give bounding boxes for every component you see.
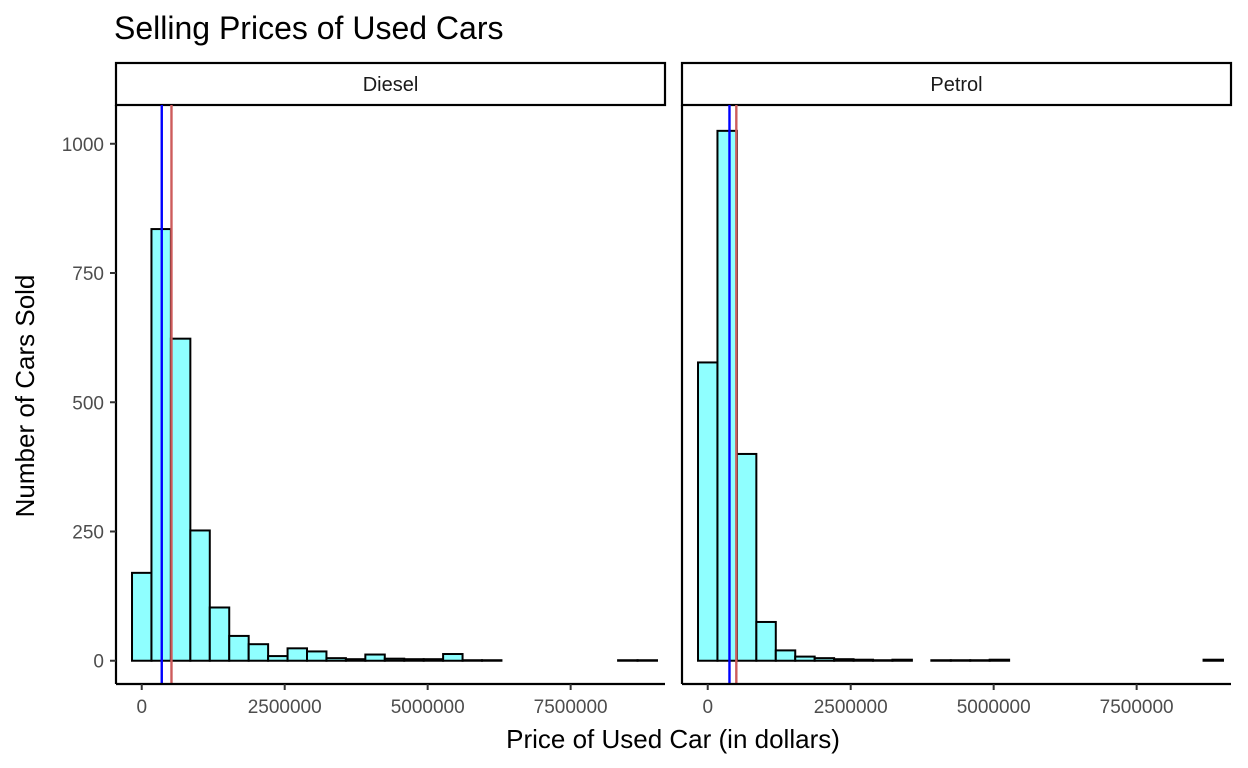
histogram-bar [988, 658, 1011, 662]
y-tick-label: 500 [72, 393, 104, 414]
histogram-bar [930, 659, 952, 662]
histogram-bar [442, 653, 464, 662]
histogram-bar [481, 659, 503, 662]
histogram-bar [891, 658, 913, 662]
histogram-bar [306, 650, 328, 662]
histogram-bar [383, 657, 406, 662]
x-tick-label: 2500000 [248, 697, 322, 718]
facet-strip [680, 61, 1233, 107]
histogram-bar [774, 649, 797, 662]
histogram-bar [228, 634, 250, 662]
histogram-bar [735, 452, 758, 662]
histogram-bar [422, 658, 445, 662]
y-tick-label: 0 [93, 652, 104, 673]
x-tick-label: 5000000 [957, 697, 1031, 718]
histogram-bar [189, 529, 211, 662]
histogram-bar [461, 659, 483, 662]
y-tick-label: 750 [72, 264, 104, 285]
y-axis-title-group: Number of Cars Sold [10, 275, 40, 518]
histogram-bar [794, 655, 816, 662]
x-tick-label: 5000000 [391, 697, 465, 718]
histogram-bar [872, 659, 894, 662]
histogram-bar [617, 659, 639, 662]
histogram-bar [364, 653, 386, 662]
facet-panel-petrol: Petrol 0 2500000 5000000 7500000 [680, 61, 1233, 718]
x-tick-label: 0 [136, 697, 147, 718]
histogram-bar [267, 655, 289, 662]
panels-layer: Diesel 0 2500000 5000000 7500000 0 250 500 750 10… [62, 61, 1233, 718]
y-tick-label: 250 [72, 522, 104, 543]
histogram-bar [716, 129, 738, 662]
histogram-bar [325, 657, 347, 662]
histogram-bar [813, 657, 836, 662]
facet-strip [114, 61, 667, 107]
x-tick-label: 7500000 [1100, 697, 1174, 718]
chart-title: Selling Prices of Used Cars [114, 10, 503, 46]
histogram-bar [833, 658, 855, 662]
y-axis-title: Number of Cars Sold [10, 275, 40, 518]
histogram-bar [949, 659, 972, 662]
y-tick-label: 1000 [62, 135, 104, 156]
facet-strip-label: Diesel [363, 74, 419, 96]
histogram-bar [208, 606, 231, 662]
histogram-bar [1202, 658, 1224, 662]
histogram-bar [969, 659, 991, 662]
histogram-bar [697, 361, 719, 662]
histogram-bar [131, 571, 153, 662]
histogram-bar [286, 647, 309, 662]
histogram-bar [247, 643, 270, 662]
histogram-bar [169, 337, 192, 662]
x-axis-title: Price of Used Car (in dollars) [506, 724, 840, 754]
facet-panel-diesel: Diesel 0 2500000 5000000 7500000 0 250 500 750 10… [62, 61, 667, 718]
histogram-bar [403, 658, 425, 662]
histogram-bar [852, 658, 875, 662]
x-tick-label: 2500000 [814, 697, 888, 718]
histogram-bar [344, 658, 367, 662]
histogram-bar [755, 620, 777, 662]
facet-strip-label: Petrol [930, 74, 982, 96]
histogram-bar [636, 659, 658, 662]
x-tick-label: 7500000 [534, 697, 608, 718]
x-tick-label: 0 [702, 697, 713, 718]
